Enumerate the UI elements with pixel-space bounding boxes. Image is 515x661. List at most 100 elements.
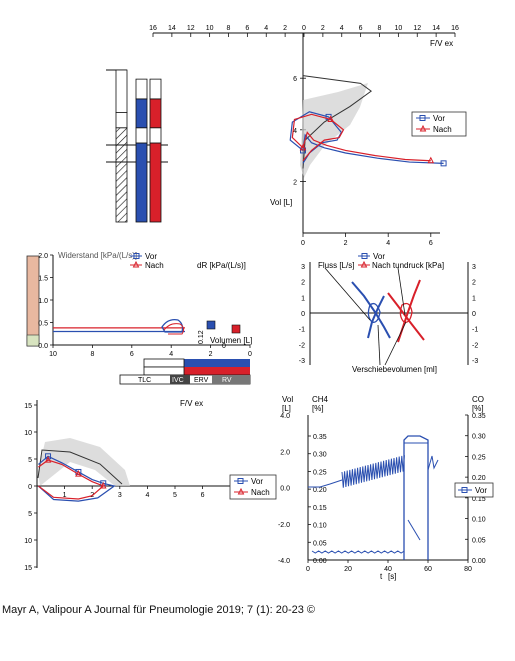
dr-tick-zero: 0	[222, 343, 226, 350]
panel-flow-pressure: 3 3 2 2 1 1 0 0 -1 -1 -2 -2 -3 -3 Fluss [L/s] Nach tu…	[299, 252, 479, 374]
legend-vor-4: Vor	[251, 477, 263, 486]
res-x-tick: 10	[49, 351, 57, 358]
zone-rv: RV	[222, 377, 232, 384]
vol-tick: -2.0	[278, 522, 290, 529]
top-tick-label: 16	[451, 25, 459, 32]
top-tick-label: 10	[206, 25, 214, 32]
legend: Vor Nach	[411, 111, 467, 137]
top-tick-label: 14	[432, 25, 440, 32]
breath-start	[308, 479, 343, 488]
time-tick: 0	[306, 566, 310, 573]
point-vor	[440, 160, 447, 167]
predicted-band-bottom	[38, 438, 130, 486]
gas-tick: 0.20	[313, 487, 327, 494]
point-nach	[75, 470, 82, 477]
legend-vor-5: Vor	[475, 486, 487, 495]
legend-nach: Nach	[433, 125, 452, 134]
flow-y-tick-right: -1	[472, 327, 478, 334]
res-loop-vor	[161, 319, 184, 333]
flow-y-tick: 1	[301, 295, 305, 302]
res-x-tick: 0	[248, 351, 252, 358]
bottom-flow-lines	[37, 453, 116, 502]
vol-tick: 2.0	[280, 449, 290, 456]
flow-y-tick-right: -3	[472, 358, 478, 365]
panel-top-flow-volume: 16 14 12 10 8 6 4 2 0 2 4 6 8 10 12 14 16 F/V ex 6 4 2 0 2 4…	[149, 25, 467, 247]
top-tick-label: 4	[264, 25, 268, 32]
flow-y-tick: 2	[301, 280, 305, 287]
time-tick: 40	[384, 566, 392, 573]
bar-vor-segment	[135, 78, 148, 100]
top-tick-label: 12	[413, 25, 421, 32]
bar-vor-segment	[135, 142, 148, 223]
vol-label: Vol	[282, 395, 293, 404]
zone-erv: ERV	[194, 377, 209, 384]
resistance-scale-bar	[26, 255, 40, 347]
top-tick-label: 8	[227, 25, 231, 32]
zone-ivc: IVC	[172, 377, 184, 384]
res-y-tick: 1.0	[38, 298, 48, 305]
top-axis-ticks: 16 14 12 10 8 6 4 2 0 2 4 6 8 10 12 14 16	[149, 25, 459, 37]
y-tick-label: 6	[293, 76, 297, 83]
panel-resistance: 2.0 1.5 1.0 0.5 0.0 10 8 6 4 2 0 Widerstand [kPa/…	[26, 251, 252, 385]
res-x-tick: 4	[169, 351, 173, 358]
citation: Mayr A, Valipour A Journal für Pneumolog…	[2, 604, 316, 616]
gas-tick: 0.10	[313, 523, 327, 530]
x-tick-label: 2	[344, 240, 348, 247]
x-tick-label: 0	[301, 240, 305, 247]
bar-nach-segment	[149, 127, 162, 144]
vol-tick: -4.0	[278, 558, 290, 565]
vol-tick: 4.0	[280, 413, 290, 420]
flow-loop-nach	[387, 279, 425, 343]
res-y-tick: 0.5	[38, 321, 48, 328]
legend-nach-2: Nach	[145, 261, 164, 270]
co-tick: 0.30	[472, 434, 486, 441]
zone-tlc: TLC	[138, 377, 151, 384]
ch4-unit: [%]	[312, 404, 324, 413]
resistance-lines	[53, 319, 185, 335]
y-axis-label: Vol [L]	[270, 198, 292, 207]
bottom-x-tick: 5	[173, 492, 177, 499]
x-tick-label: 4	[386, 240, 390, 247]
top-axis-label: F/V ex	[430, 39, 453, 48]
point-vor	[45, 453, 52, 460]
gas-ticks: 4.0 2.0 0.0 -2.0 -4.0 0.35 0.30 0.25 0.20 0.15 0.1…	[278, 413, 486, 573]
bar-vor-segment	[135, 98, 148, 129]
top-tick-label: 2	[321, 25, 325, 32]
gas-tick: 0.05	[313, 540, 327, 547]
gas-lines	[308, 435, 439, 560]
flow-y-ticks: 3 3 2 2 1 1 0 0 -1 -1 -2 -2 -3 -3	[299, 264, 479, 365]
bottom-y-ticks: 15 10 5 0 5 10 15	[24, 403, 37, 572]
res-y-tick: 1.5	[38, 276, 48, 283]
res-x-tick: 6	[130, 351, 134, 358]
bottom-x-tick: 1	[63, 492, 67, 499]
bar-vor-segment	[135, 127, 148, 144]
vol-unit: [L]	[282, 404, 291, 413]
bottom-y-tick: 10	[24, 430, 32, 437]
gas-tick: 0.35	[313, 434, 327, 441]
breath-trace	[341, 455, 405, 488]
co-tick: 0.05	[472, 537, 486, 544]
res-loop-nach	[163, 323, 185, 335]
legend-bottom: Vor Nach	[229, 474, 277, 500]
flow-y-tick: -2	[299, 342, 305, 349]
legend-gas: Vor	[454, 482, 494, 498]
top-tick-label: 8	[378, 25, 382, 32]
resistance-y-ticks: 2.0 1.5 1.0 0.5 0.0	[38, 253, 53, 350]
flow-volume-lines	[289, 75, 447, 169]
time-tick: 80	[464, 566, 472, 573]
dr-label: dR [kPa/(L/s)]	[197, 261, 246, 270]
legend-vor-2: Vor	[145, 252, 157, 261]
flow-label: Fluss [L/s]	[318, 261, 354, 270]
top-tick-label: 14	[168, 25, 176, 32]
time-tick: 20	[344, 566, 352, 573]
panel-gas-dilution: 4.0 2.0 0.0 -2.0 -4.0 0.35 0.30 0.25 0.20 0.15 0.1…	[278, 395, 494, 581]
volume-x-label: Volumen [L]	[210, 336, 252, 345]
res-y-tick: 2.0	[38, 253, 48, 260]
dr-tick-high: 0.12	[198, 330, 205, 344]
shift-label: Verschiebevolumen [ml]	[352, 365, 437, 374]
bottom-x-tick: 4	[145, 492, 149, 499]
legend-vor: Vor	[433, 114, 445, 123]
volume-bars	[115, 69, 162, 223]
resistance-title: Widerstand [kPa/(L/s)]	[58, 251, 137, 260]
